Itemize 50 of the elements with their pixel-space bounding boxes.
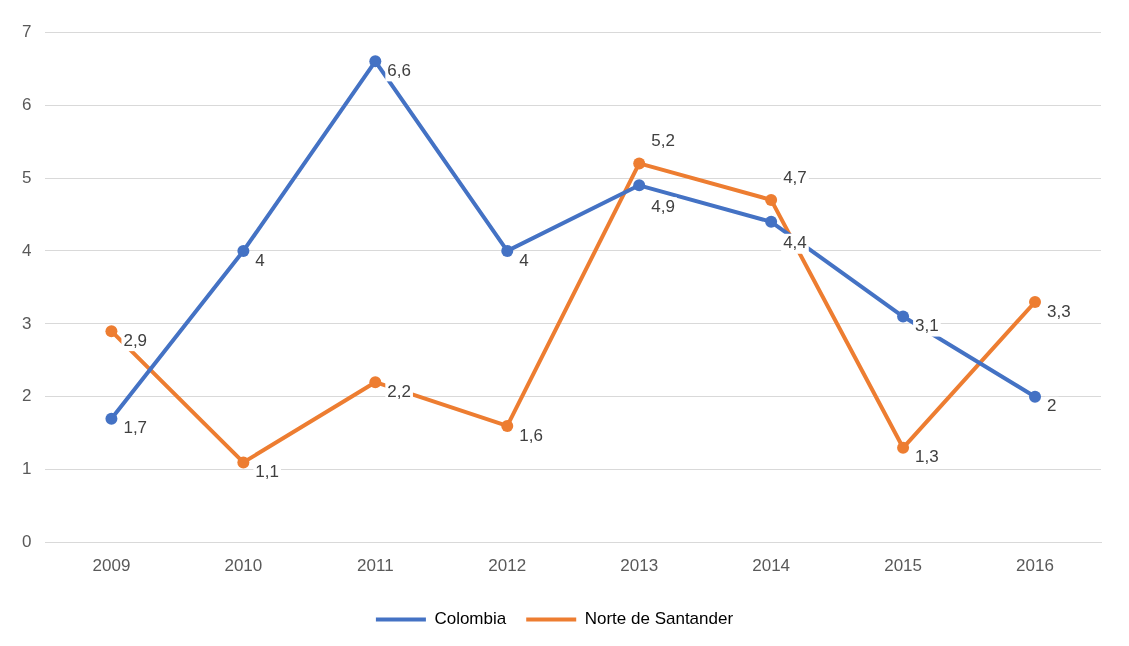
data-label: 3,3 [1047,301,1071,321]
point [897,310,910,323]
point [765,215,778,228]
point [369,55,382,68]
x-tick-label: 2013 [620,556,659,576]
y-tick-label: 3 [21,313,32,333]
data-label: 4 [519,250,529,270]
point [237,244,250,257]
point [765,193,778,206]
point [633,157,646,170]
data-label: 4 [255,250,265,270]
point [897,441,910,454]
data-label: 1,1 [255,462,280,482]
x-tick-label: 2010 [224,556,263,576]
y-tick-label: 6 [21,94,32,114]
data-label: 4,9 [651,197,675,217]
point [1029,295,1042,308]
data-label: 2,9 [123,330,148,350]
point [105,412,118,425]
point [501,244,514,257]
point [501,419,514,432]
y-tick-label: 7 [21,21,32,41]
y-tick-label: 0 [21,532,32,552]
y-tick-label: 5 [21,167,32,187]
legend-label: Colombia [434,609,507,629]
data-label: 1,3 [915,447,939,467]
x-tick-label: 2015 [884,556,922,576]
point [369,376,382,389]
x-tick-label: 2011 [357,556,394,576]
data-label: 4,4 [783,233,807,253]
x-tick-label: 2009 [92,556,131,576]
y-tick-label: 1 [21,459,32,479]
point [105,325,118,338]
x-tick-label: 2014 [752,556,791,576]
y-tick-label: 2 [21,386,32,406]
legend-label: Norte de Santander [584,609,734,629]
x-tick-label: 2012 [488,556,527,576]
data-label: 1,6 [519,425,543,445]
data-label: 2 [1047,396,1057,416]
data-label: 4,7 [783,167,807,187]
data-label: 3,1 [915,316,939,336]
y-tick-label: 4 [21,240,32,260]
x-tick-label: 2016 [1016,556,1054,576]
data-label: 6,6 [387,61,411,81]
point [1029,390,1042,403]
point [237,456,250,469]
point [633,179,646,192]
data-label: 1,7 [123,418,148,438]
data-label: 5,2 [651,131,675,151]
data-label: 2,2 [387,381,411,401]
